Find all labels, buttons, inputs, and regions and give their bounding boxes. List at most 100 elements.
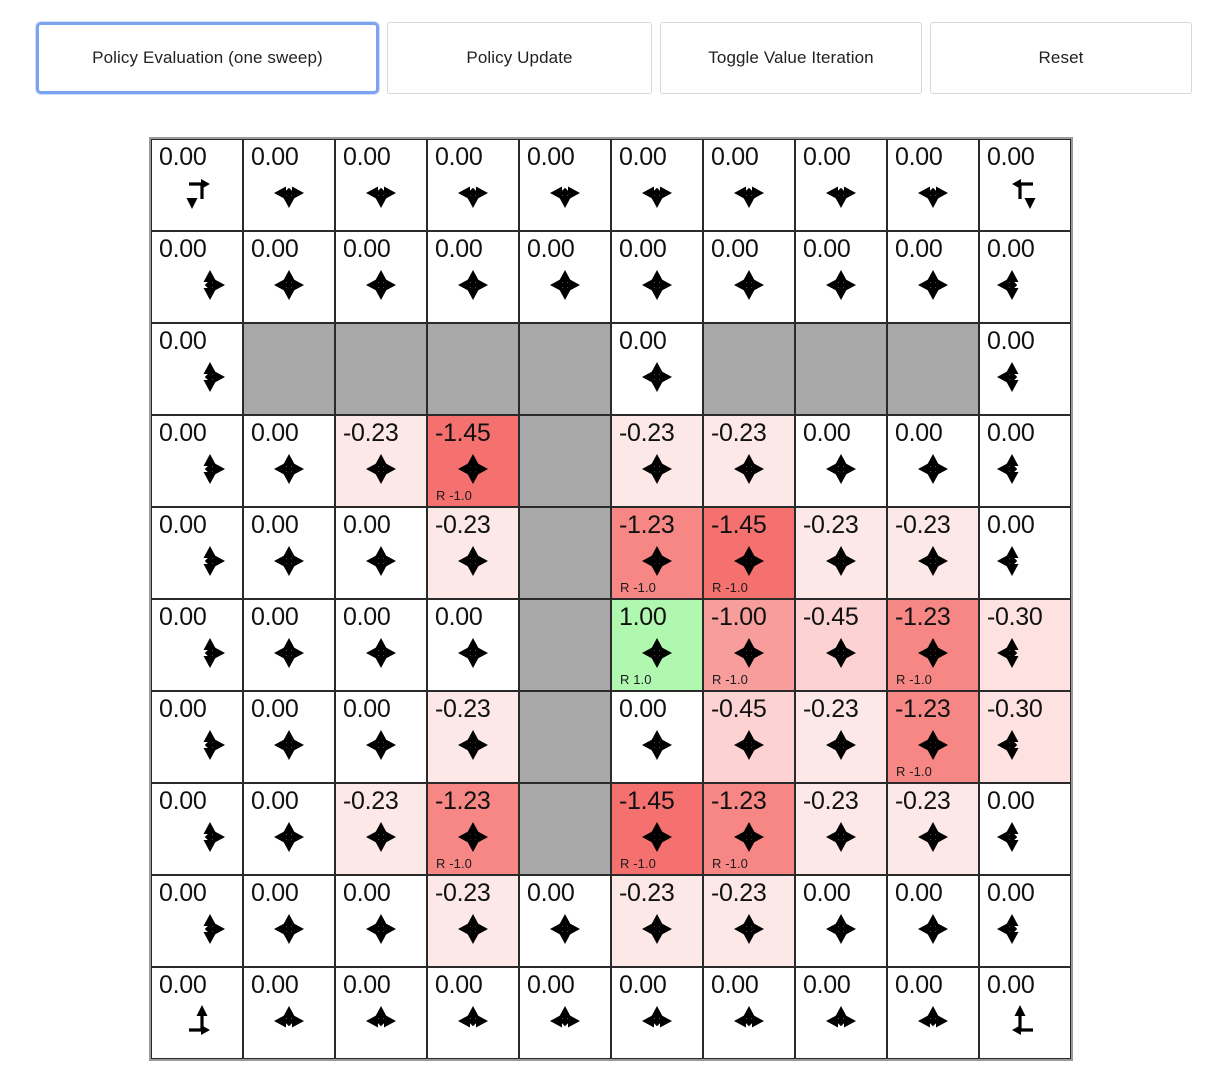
- grid-cell[interactable]: -1.23 R -1.0: [611, 507, 703, 599]
- grid-cell-wall: [335, 323, 427, 415]
- policy-arrows-icon: [980, 442, 1070, 496]
- grid-cell[interactable]: -0.23: [335, 415, 427, 507]
- policy-arrows-icon: [980, 810, 1070, 864]
- grid-cell[interactable]: 0.00: [151, 783, 243, 875]
- grid-cell[interactable]: 0.00: [611, 139, 703, 231]
- grid-cell-wall: [519, 507, 611, 599]
- grid-cell[interactable]: -0.23: [427, 507, 519, 599]
- grid-cell[interactable]: 0.00: [703, 139, 795, 231]
- grid-cell[interactable]: 0.00: [887, 875, 979, 967]
- grid-cell[interactable]: 0.00: [243, 139, 335, 231]
- grid-cell[interactable]: -0.23: [335, 783, 427, 875]
- grid-cell[interactable]: 0.00: [335, 507, 427, 599]
- grid-cell[interactable]: -0.23: [611, 415, 703, 507]
- grid-cell[interactable]: 0.00: [151, 875, 243, 967]
- grid-cell[interactable]: -0.23: [427, 691, 519, 783]
- grid-cell[interactable]: -1.45 R -1.0: [427, 415, 519, 507]
- grid-cell[interactable]: 0.00: [151, 967, 243, 1059]
- grid-cell[interactable]: 0.00: [519, 967, 611, 1059]
- grid-cell[interactable]: -1.23 R -1.0: [887, 691, 979, 783]
- grid-cell[interactable]: 0.00: [519, 875, 611, 967]
- grid-cell[interactable]: 0.00: [151, 415, 243, 507]
- grid-cell[interactable]: -1.00 R -1.0: [703, 599, 795, 691]
- grid-cell[interactable]: 0.00: [243, 415, 335, 507]
- grid-cell[interactable]: 0.00: [703, 231, 795, 323]
- grid-cell[interactable]: 0.00: [795, 231, 887, 323]
- grid-cell[interactable]: 0.00: [703, 967, 795, 1059]
- grid-cell[interactable]: 0.00: [427, 967, 519, 1059]
- policy-arrows-icon: [244, 994, 334, 1048]
- grid-cell[interactable]: 0.00: [151, 691, 243, 783]
- grid-cell[interactable]: 0.00: [151, 139, 243, 231]
- grid-cell[interactable]: 0.00: [887, 139, 979, 231]
- grid-cell[interactable]: 0.00: [979, 231, 1071, 323]
- grid-cell[interactable]: 0.00: [979, 875, 1071, 967]
- grid-cell[interactable]: 0.00: [427, 599, 519, 691]
- grid-cell[interactable]: 0.00: [335, 691, 427, 783]
- grid-cell[interactable]: 0.00: [335, 967, 427, 1059]
- toolbar-button-3[interactable]: Reset: [930, 22, 1192, 94]
- grid-cell[interactable]: 1.00 R 1.0: [611, 599, 703, 691]
- grid-cell[interactable]: -0.45: [795, 599, 887, 691]
- grid-cell[interactable]: 0.00: [795, 139, 887, 231]
- grid-cell[interactable]: 0.00: [243, 599, 335, 691]
- grid-cell[interactable]: -0.30: [979, 599, 1071, 691]
- grid-cell[interactable]: -0.23: [887, 783, 979, 875]
- grid-cell[interactable]: 0.00: [427, 139, 519, 231]
- grid-cell[interactable]: 0.00: [979, 415, 1071, 507]
- grid-cell[interactable]: 0.00: [611, 967, 703, 1059]
- grid-cell[interactable]: 0.00: [151, 231, 243, 323]
- grid-cell[interactable]: 0.00: [611, 231, 703, 323]
- grid-cell[interactable]: 0.00: [243, 507, 335, 599]
- grid-cell[interactable]: 0.00: [243, 783, 335, 875]
- grid-cell[interactable]: 0.00: [979, 323, 1071, 415]
- grid-cell[interactable]: 0.00: [519, 231, 611, 323]
- cell-reward-label: R -1.0: [620, 856, 657, 871]
- grid-cell[interactable]: -0.23: [703, 875, 795, 967]
- grid-cell[interactable]: 0.00: [795, 415, 887, 507]
- grid-cell[interactable]: 0.00: [795, 967, 887, 1059]
- grid-cell[interactable]: -1.23 R -1.0: [427, 783, 519, 875]
- grid-cell[interactable]: 0.00: [243, 875, 335, 967]
- grid-cell[interactable]: -1.45 R -1.0: [611, 783, 703, 875]
- grid-cell[interactable]: -0.23: [703, 415, 795, 507]
- grid-cell[interactable]: -0.30: [979, 691, 1071, 783]
- grid-cell[interactable]: -1.23 R -1.0: [703, 783, 795, 875]
- toolbar-button-0[interactable]: Policy Evaluation (one sweep): [36, 22, 379, 94]
- grid-cell[interactable]: 0.00: [611, 323, 703, 415]
- grid-cell[interactable]: -0.23: [887, 507, 979, 599]
- grid-cell[interactable]: -0.23: [795, 691, 887, 783]
- grid-cell[interactable]: 0.00: [335, 231, 427, 323]
- toolbar-button-2[interactable]: Toggle Value Iteration: [660, 22, 922, 94]
- grid-cell[interactable]: 0.00: [611, 691, 703, 783]
- grid-cell[interactable]: 0.00: [887, 967, 979, 1059]
- grid-cell[interactable]: 0.00: [243, 967, 335, 1059]
- grid-cell[interactable]: 0.00: [335, 139, 427, 231]
- grid-cell[interactable]: -0.45: [703, 691, 795, 783]
- grid-cell[interactable]: -1.23 R -1.0: [887, 599, 979, 691]
- grid-cell[interactable]: -0.23: [795, 507, 887, 599]
- grid-cell[interactable]: 0.00: [243, 231, 335, 323]
- grid-cell[interactable]: 0.00: [151, 323, 243, 415]
- grid-cell[interactable]: 0.00: [151, 599, 243, 691]
- grid-cell[interactable]: 0.00: [979, 783, 1071, 875]
- toolbar-button-1[interactable]: Policy Update: [387, 22, 652, 94]
- grid-cell[interactable]: -0.23: [795, 783, 887, 875]
- grid-cell[interactable]: -1.45 R -1.0: [703, 507, 795, 599]
- grid-cell[interactable]: 0.00: [887, 231, 979, 323]
- grid-cell[interactable]: 0.00: [795, 875, 887, 967]
- grid-cell[interactable]: 0.00: [427, 231, 519, 323]
- grid-cell[interactable]: -0.23: [427, 875, 519, 967]
- policy-arrows-icon: [428, 166, 518, 220]
- grid-cell[interactable]: 0.00: [243, 691, 335, 783]
- grid-cell[interactable]: 0.00: [887, 415, 979, 507]
- grid-cell[interactable]: 0.00: [151, 507, 243, 599]
- grid-cell[interactable]: 0.00: [335, 875, 427, 967]
- grid-cell[interactable]: 0.00: [519, 139, 611, 231]
- grid-cell[interactable]: 0.00: [979, 139, 1071, 231]
- grid-cell[interactable]: 0.00: [979, 507, 1071, 599]
- cell-reward-label: R -1.0: [436, 856, 473, 871]
- grid-cell[interactable]: 0.00: [979, 967, 1071, 1059]
- grid-cell[interactable]: -0.23: [611, 875, 703, 967]
- grid-cell[interactable]: 0.00: [335, 599, 427, 691]
